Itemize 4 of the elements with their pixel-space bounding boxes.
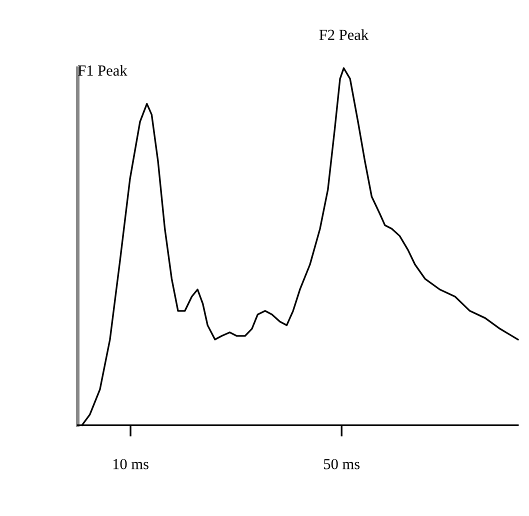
annotation: F1 Peak <box>78 64 128 76</box>
x-tick-label: 50 ms <box>324 458 360 470</box>
annotation: F2 Peak <box>319 29 369 40</box>
x-tick-label: 10 ms <box>113 458 148 470</box>
